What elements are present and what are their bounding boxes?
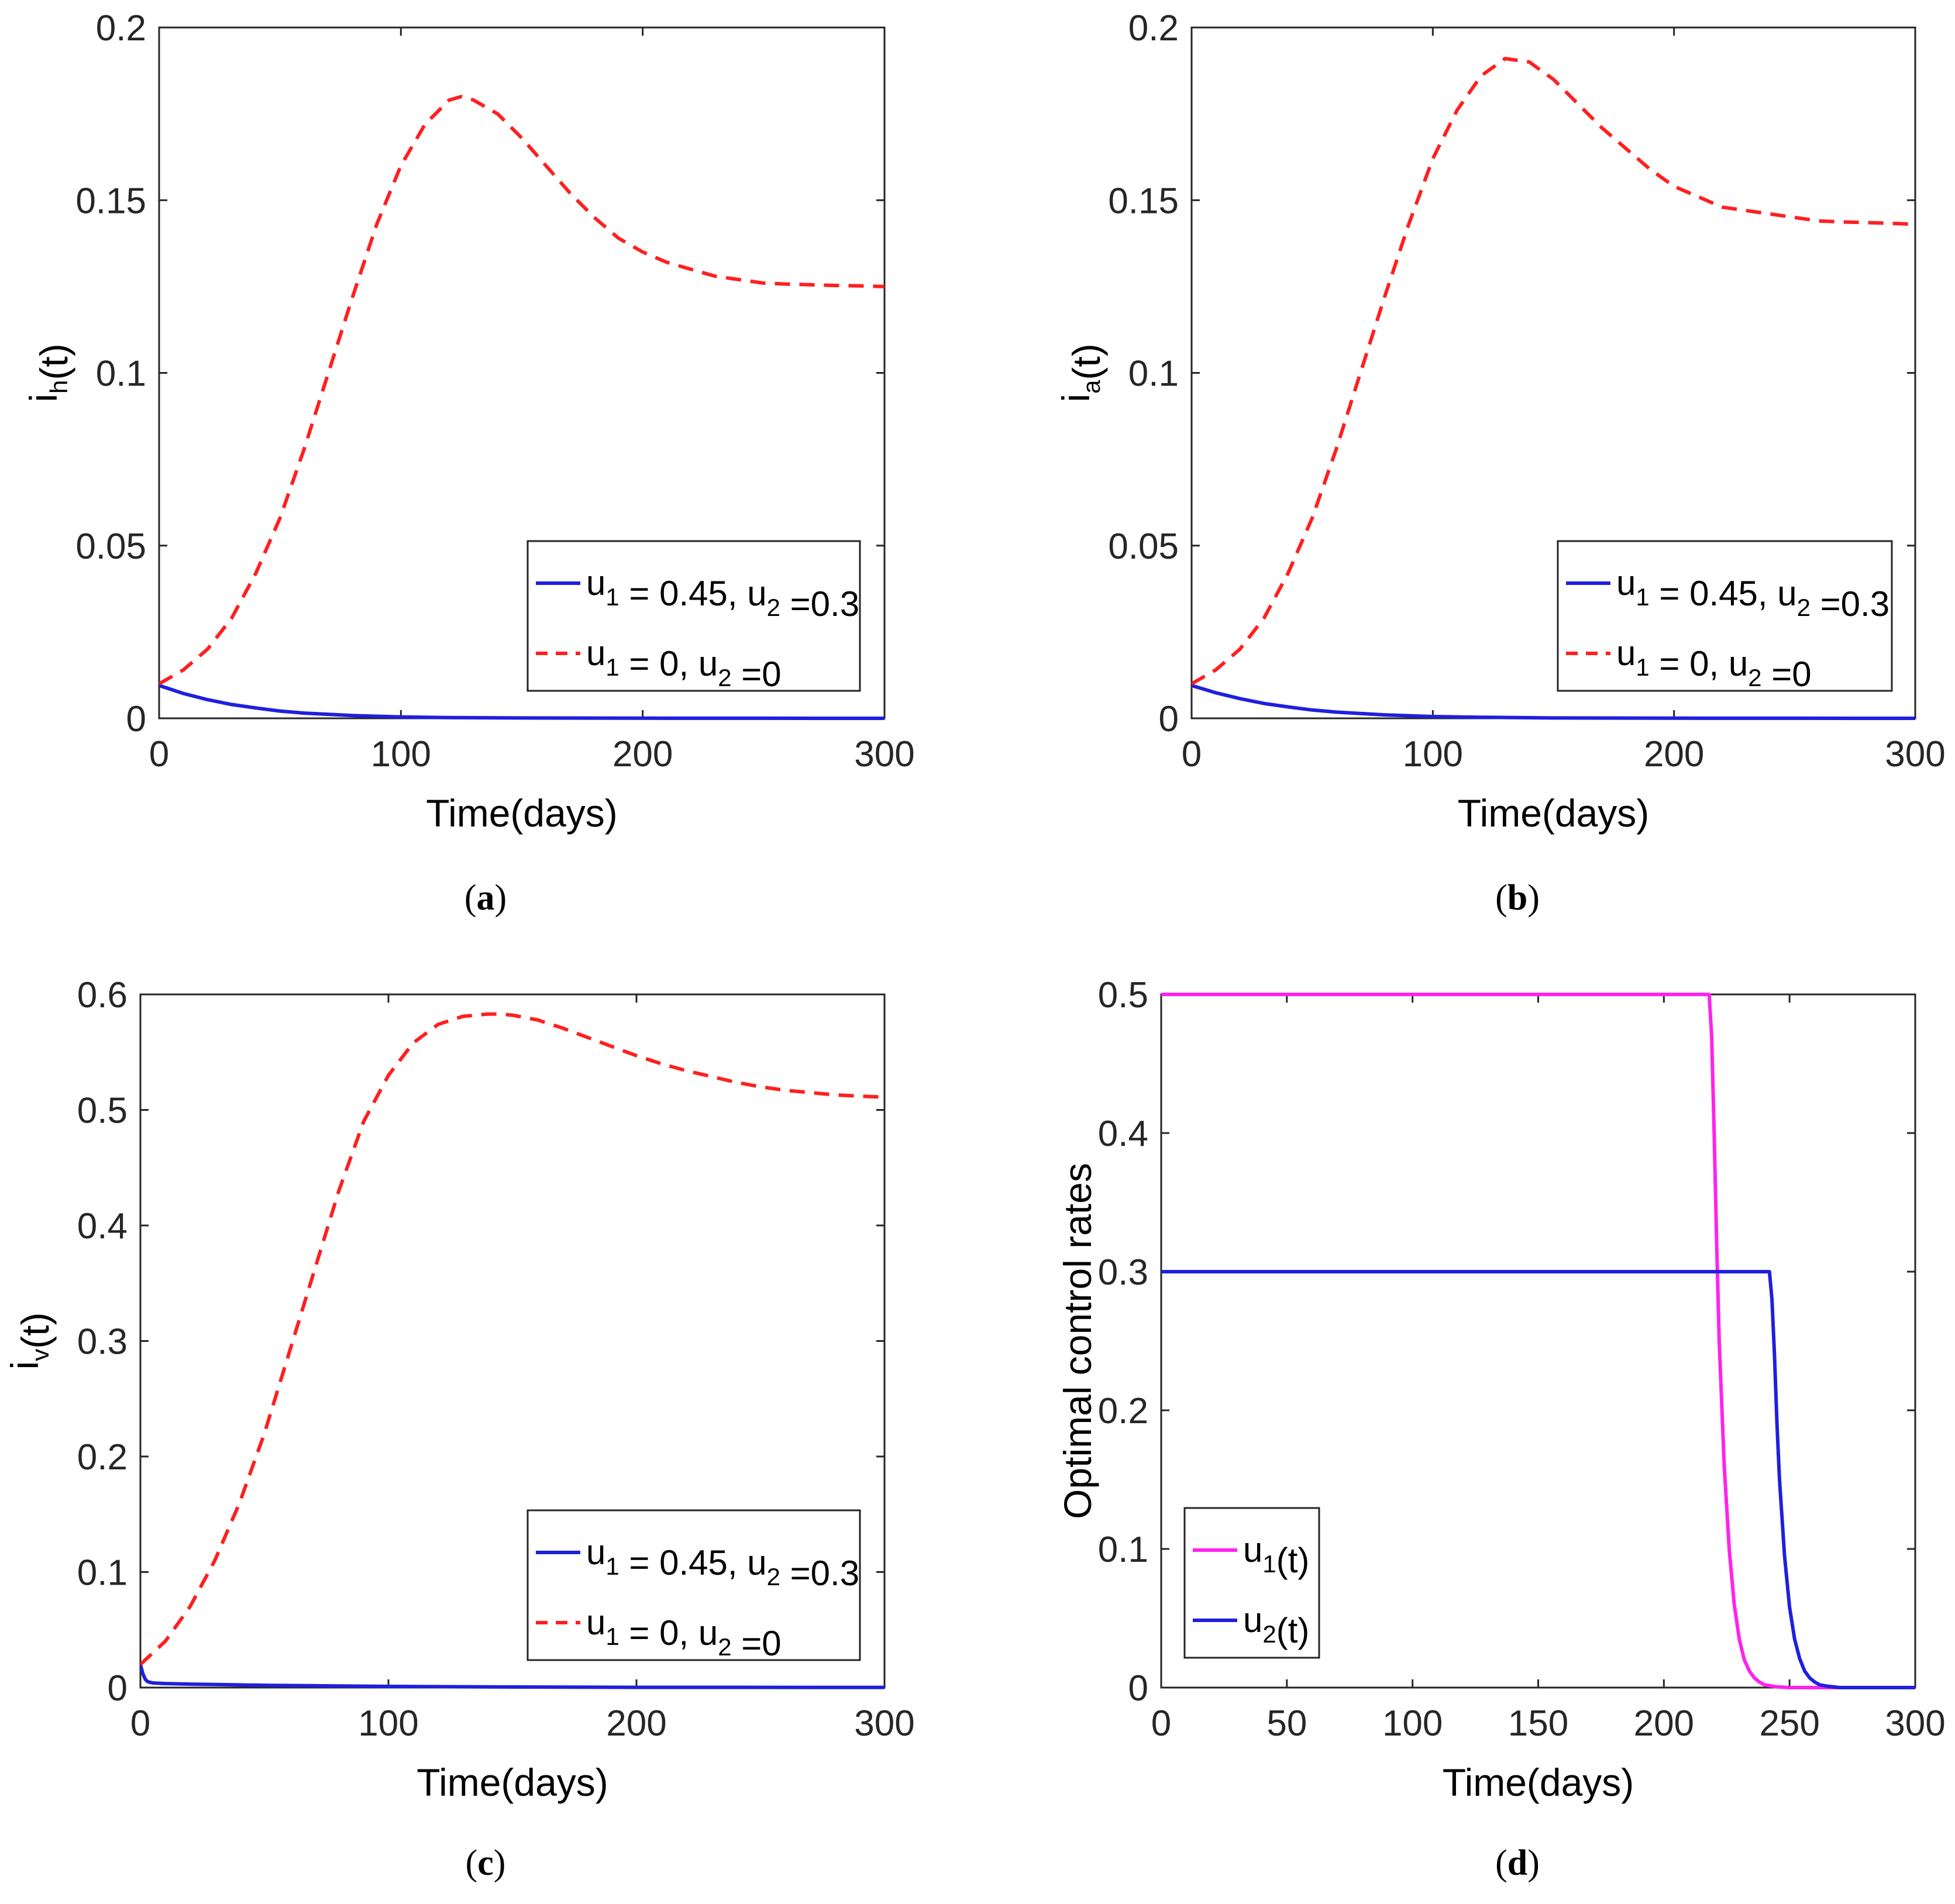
x-axis-label: Time(days) — [417, 1761, 608, 1804]
x-tick-label: 300 — [854, 734, 914, 774]
series-line-2 — [1161, 1270, 1915, 1689]
x-tick-label: 100 — [358, 1703, 418, 1744]
x-tick-label: 100 — [1382, 1703, 1443, 1744]
y-tick-label: 0.1 — [1098, 1530, 1148, 1570]
x-tick-label: 300 — [1885, 1703, 1945, 1744]
legend: u1 = 0.45, u2 =0.3 u1 = 0, u2 =0 — [526, 540, 861, 694]
x-tick-label: 100 — [371, 734, 431, 774]
x-tick-label: 200 — [1644, 734, 1704, 774]
x-tick-label: 0 — [1151, 1703, 1171, 1744]
legend-entry: u1(t) — [1243, 1530, 1309, 1580]
series-line-1 — [140, 1664, 884, 1689]
y-tick-label: 0.6 — [77, 975, 128, 1015]
legend: u1 = 0.45, u2 =0.3 u1 = 0, u2 =0 — [526, 1509, 861, 1663]
x-tick-label: 0 — [149, 734, 169, 774]
y-tick-label: 0.05 — [1108, 526, 1179, 567]
panel-caption: (c) — [466, 1843, 506, 1883]
legend: u1 = 0.45, u2 =0.3 u1 = 0, u2 =0 — [1557, 540, 1893, 694]
x-tick-label: 100 — [1403, 734, 1463, 774]
panel-caption: (b) — [1495, 878, 1540, 918]
series-line-1 — [1161, 993, 1915, 1689]
y-axis-label: iv(t) — [3, 1313, 57, 1370]
chart-panel-b: 0 100 200 300 0 0.05 0.1 0.15 0.2 Time(days) ia(t)… — [1054, 8, 1946, 918]
y-tick-label: 0.2 — [77, 1437, 128, 1478]
y-tick-label: 0.2 — [96, 8, 146, 49]
series-line-1 — [1192, 684, 1915, 720]
x-tick-label: 0 — [1182, 734, 1202, 774]
x-tick-label: 200 — [1634, 1703, 1694, 1744]
y-tick-label: 0.5 — [77, 1091, 128, 1131]
x-axis-label: Time(days) — [426, 791, 618, 835]
x-tick-label: 0 — [130, 1703, 150, 1744]
x-tick-label: 150 — [1508, 1703, 1568, 1744]
x-axis-label: Time(days) — [1443, 1761, 1634, 1804]
series-line-2 — [159, 95, 884, 686]
legend-entry: u2(t) — [1243, 1600, 1309, 1650]
panel-caption: (d) — [1495, 1843, 1540, 1883]
chart-panel-c: 0 100 200 300 0 0.1 0.2 0.3 0.4 0.5 0.6 Time(days) i… — [3, 975, 915, 1883]
y-tick-label: 0 — [126, 699, 146, 739]
legend-entry: u1 = 0, u2 =0 — [586, 633, 782, 694]
chart-panel-d: 0 50 100 150 200 250 300 0 0.1 0.2 0.3 0.4 0.5 Time(d… — [1056, 975, 1946, 1883]
x-tick-label: 200 — [612, 734, 673, 774]
y-axis-label: Optimal control rates — [1056, 1163, 1099, 1519]
y-tick-label: 0.1 — [77, 1553, 128, 1593]
y-tick-label: 0.3 — [1098, 1252, 1148, 1293]
y-axis-label: ia(t) — [1054, 343, 1108, 402]
legend: u1(t) u2(t) — [1183, 1507, 1320, 1659]
x-axis-label: Time(days) — [1458, 791, 1650, 835]
y-tick-label: 0.5 — [1098, 975, 1148, 1015]
legend-box — [1557, 540, 1893, 692]
y-tick-label: 0.15 — [1108, 181, 1179, 221]
legend-box — [526, 1509, 861, 1661]
x-tick-label: 50 — [1266, 1703, 1307, 1744]
y-tick-label: 0 — [1159, 699, 1179, 739]
y-tick-label: 0.2 — [1098, 1391, 1148, 1431]
chart-panel-a: 0 100 200 300 0 0.05 0.1 0.15 0.2 Time(days) ih(t)… — [22, 8, 915, 918]
y-tick-label: 0.1 — [1128, 354, 1179, 394]
y-tick-label: 0 — [1128, 1668, 1148, 1709]
series-line-2 — [1192, 57, 1915, 686]
panel-caption: (a) — [464, 878, 507, 918]
legend-box — [1183, 1507, 1320, 1659]
x-tick-label: 300 — [854, 1703, 914, 1744]
y-tick-label: 0.05 — [75, 526, 146, 567]
y-tick-label: 0 — [108, 1668, 128, 1709]
y-tick-label: 0.4 — [77, 1206, 128, 1247]
x-tick-label: 250 — [1759, 1703, 1819, 1744]
y-tick-label: 0.1 — [96, 354, 146, 394]
series-line-2 — [140, 1012, 884, 1666]
y-tick-label: 0.15 — [75, 181, 146, 221]
legend-entry: u1 = 0, u2 =0 — [1616, 633, 1812, 694]
y-tick-label: 0.4 — [1098, 1114, 1148, 1154]
legend-entry: u1 = 0.45, u2 =0.3 — [586, 563, 859, 624]
x-tick-label: 300 — [1885, 734, 1945, 774]
y-axis-label: ih(t) — [22, 343, 75, 402]
y-tick-label: 0.2 — [1128, 8, 1179, 49]
legend-entry: u1 = 0.45, u2 =0.3 — [1616, 563, 1889, 624]
series-line-1 — [159, 684, 884, 720]
legend-entry: u1 = 0.45, u2 =0.3 — [586, 1533, 859, 1593]
legend-box — [526, 540, 861, 692]
legend-entry: u1 = 0, u2 =0 — [586, 1603, 782, 1663]
y-tick-label: 0.3 — [77, 1322, 128, 1362]
x-tick-label: 200 — [606, 1703, 666, 1744]
